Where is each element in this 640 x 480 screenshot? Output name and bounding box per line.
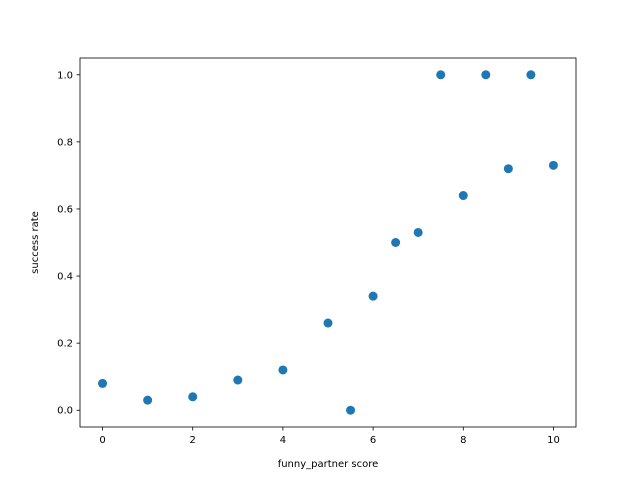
y-tick-label: 1.0 — [57, 70, 73, 81]
x-tick-label: 8 — [460, 435, 466, 446]
x-tick-label: 2 — [190, 435, 196, 446]
data-point — [436, 70, 446, 80]
points-layer — [98, 70, 558, 415]
x-axis-label: funny_partner score — [278, 459, 379, 470]
y-tick-label: 0.0 — [57, 406, 73, 417]
y-tick-label: 0.6 — [57, 204, 73, 215]
data-point — [548, 160, 558, 170]
data-point — [143, 395, 153, 405]
y-tick-label: 0.8 — [57, 137, 73, 148]
data-point — [526, 70, 536, 80]
plot-frame — [79, 57, 577, 428]
x-tick-label: 6 — [370, 435, 376, 446]
x-tick-label: 10 — [547, 435, 560, 446]
x-tick-label: 4 — [280, 435, 286, 446]
data-point — [368, 291, 378, 301]
y-tick-label: 0.4 — [57, 272, 73, 283]
x-tick-label: 0 — [99, 435, 105, 446]
data-point — [323, 318, 333, 328]
x-axis-ticks: 0 2 4 6 8 10 — [99, 427, 560, 446]
data-point — [413, 227, 423, 237]
data-point — [98, 378, 108, 388]
data-point — [233, 375, 243, 385]
data-point — [481, 70, 491, 80]
data-point — [458, 191, 468, 201]
y-tick-label: 0.2 — [57, 339, 73, 350]
data-point — [346, 405, 356, 415]
plot-area — [80, 58, 576, 427]
data-point — [278, 365, 288, 375]
y-axis-label: success rate — [30, 211, 41, 274]
data-point — [503, 164, 513, 174]
data-point — [188, 392, 198, 402]
data-point — [391, 238, 401, 247]
y-axis-ticks: 0.0 0.2 0.4 0.6 0.8 1.0 — [57, 70, 80, 417]
